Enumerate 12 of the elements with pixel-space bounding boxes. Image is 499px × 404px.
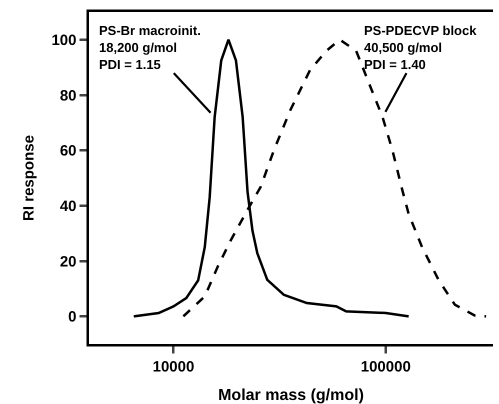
y-tick-label: 60 [60, 142, 76, 160]
y-tick-label: 100 [51, 32, 76, 49]
annotation: PS-PDECVP block 40,500 g/mol PDI = 1.40 [364, 23, 478, 72]
y-tick-label: 40 [60, 198, 76, 215]
y-tick-label: 80 [60, 87, 76, 104]
x-tick-label: 100000 [360, 358, 411, 376]
y-tick-label: 20 [60, 253, 76, 270]
y-axis-title: RI response [20, 135, 38, 221]
x-tick-label: 10000 [152, 358, 194, 376]
x-axis-title: Molar mass (g/mol) [218, 387, 364, 404]
annotation: PS-Br macroinit. 18,200 g/mol PDI = 1.15 [99, 23, 201, 72]
y-tick-label: 0 [68, 308, 76, 326]
